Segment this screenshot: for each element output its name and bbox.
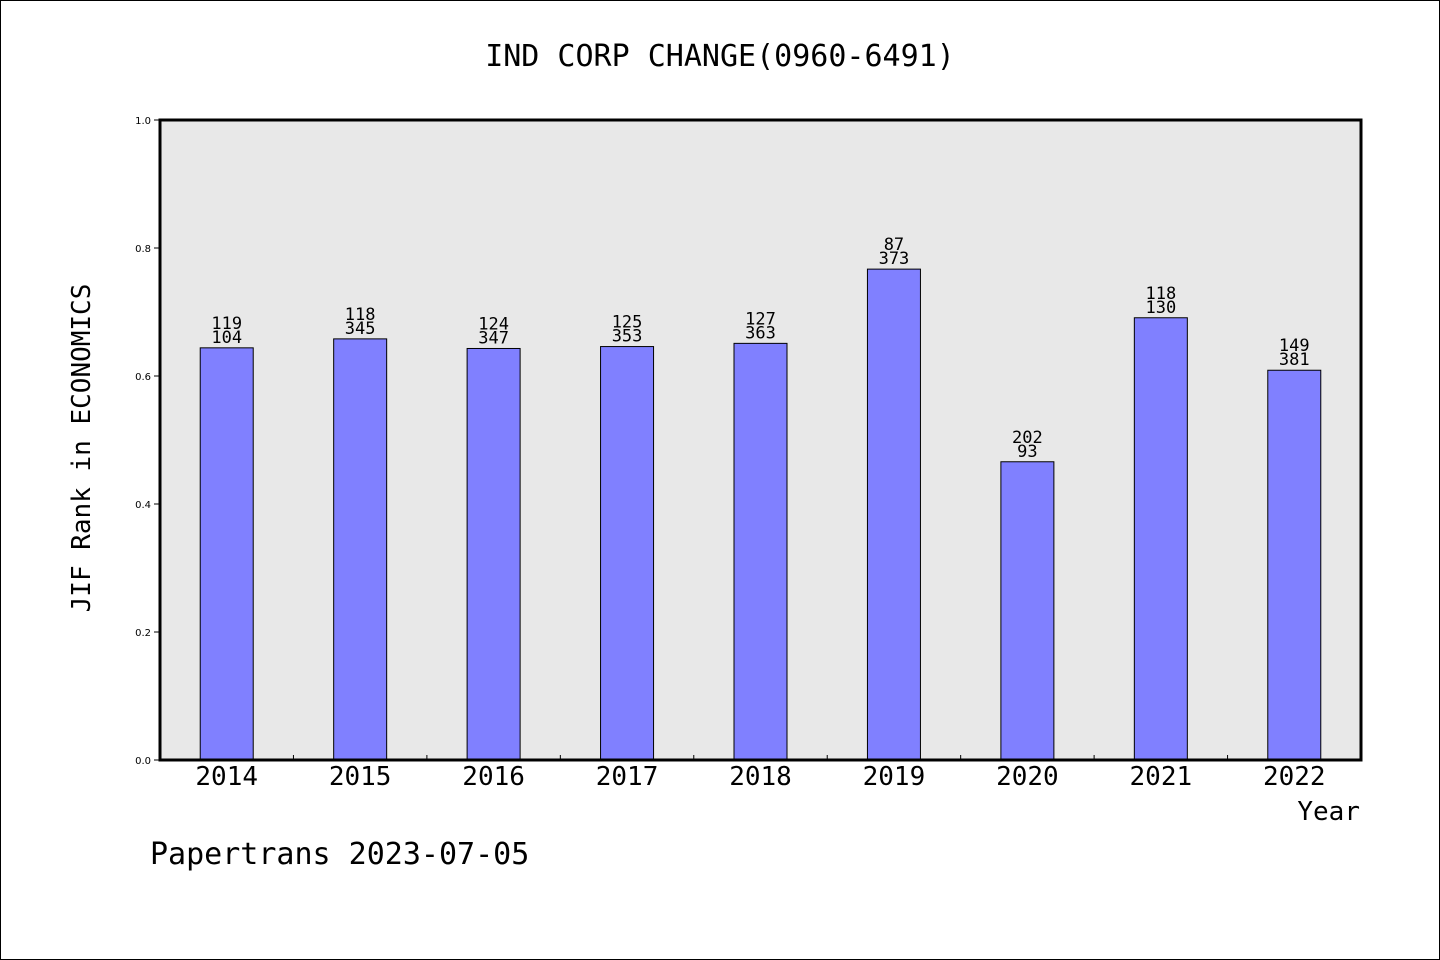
bar-label-bottom: 373 (879, 249, 910, 269)
x-tick-label: 2021 (1130, 762, 1193, 792)
bar-label-bottom: 347 (478, 328, 509, 348)
y-tick-label: 0.0 (135, 756, 151, 767)
bar-label-top: 87 (884, 235, 904, 255)
x-tick-label: 2015 (329, 762, 392, 792)
bar-label-bottom: 104 (211, 328, 242, 348)
bar-label-bottom: 93 (1017, 442, 1037, 462)
bar-label-bottom: 353 (612, 327, 643, 347)
x-axis-label: Year (1297, 797, 1360, 827)
bar (199, 347, 254, 761)
bars-group (199, 268, 1322, 761)
bar-label-bottom: 363 (745, 323, 776, 343)
y-tick-label: 1.0 (135, 116, 151, 127)
bar-label-bottom: 381 (1279, 350, 1310, 370)
y-tick-label: 0.6 (135, 372, 151, 383)
x-tick-label: 2018 (729, 762, 792, 792)
bar-label-top: 149 (1279, 336, 1310, 356)
bar (733, 342, 788, 761)
bar-label-bottom: 345 (345, 319, 376, 339)
x-tick-label: 2014 (195, 762, 258, 792)
bar-label-top: 118 (345, 305, 376, 325)
x-axis: 2014 2015 2016 2017 2018 2019 2020 2021 2022 (195, 755, 1326, 792)
bar (1133, 317, 1188, 761)
y-tick-label: 0.2 (135, 628, 151, 639)
bar-label-top: 118 (1145, 284, 1176, 304)
bar-label-top: 119 (211, 314, 242, 334)
y-tick-label: 0.8 (135, 244, 151, 255)
y-axis: 0.0 0.2 0.4 0.6 0.8 1.0 (135, 116, 160, 767)
bar (333, 338, 388, 761)
x-tick-label: 2017 (596, 762, 659, 792)
bar-label-top: 127 (745, 309, 776, 329)
bar-label-top: 202 (1012, 428, 1043, 448)
x-tick-label: 2022 (1263, 762, 1326, 792)
bar-label-bottom: 130 (1145, 298, 1176, 318)
x-tick-label: 2016 (462, 762, 525, 792)
x-tick-label: 2020 (996, 762, 1059, 792)
bar-label-top: 125 (612, 313, 643, 333)
chart-title: IND CORP CHANGE(0960-6491) (485, 39, 955, 74)
bar (466, 347, 521, 761)
y-axis-label: JIF Rank in ECONOMICS (67, 284, 97, 613)
bar (1267, 369, 1322, 761)
plot-border (158, 118, 1363, 762)
bar-label-top: 124 (478, 314, 509, 334)
footer-credit: Papertrans 2023-07-05 (150, 837, 529, 872)
bar (866, 268, 921, 761)
y-tick-label: 0.4 (135, 500, 151, 511)
x-tick-label: 2019 (863, 762, 926, 792)
bar (600, 346, 655, 761)
bar (1000, 461, 1055, 761)
